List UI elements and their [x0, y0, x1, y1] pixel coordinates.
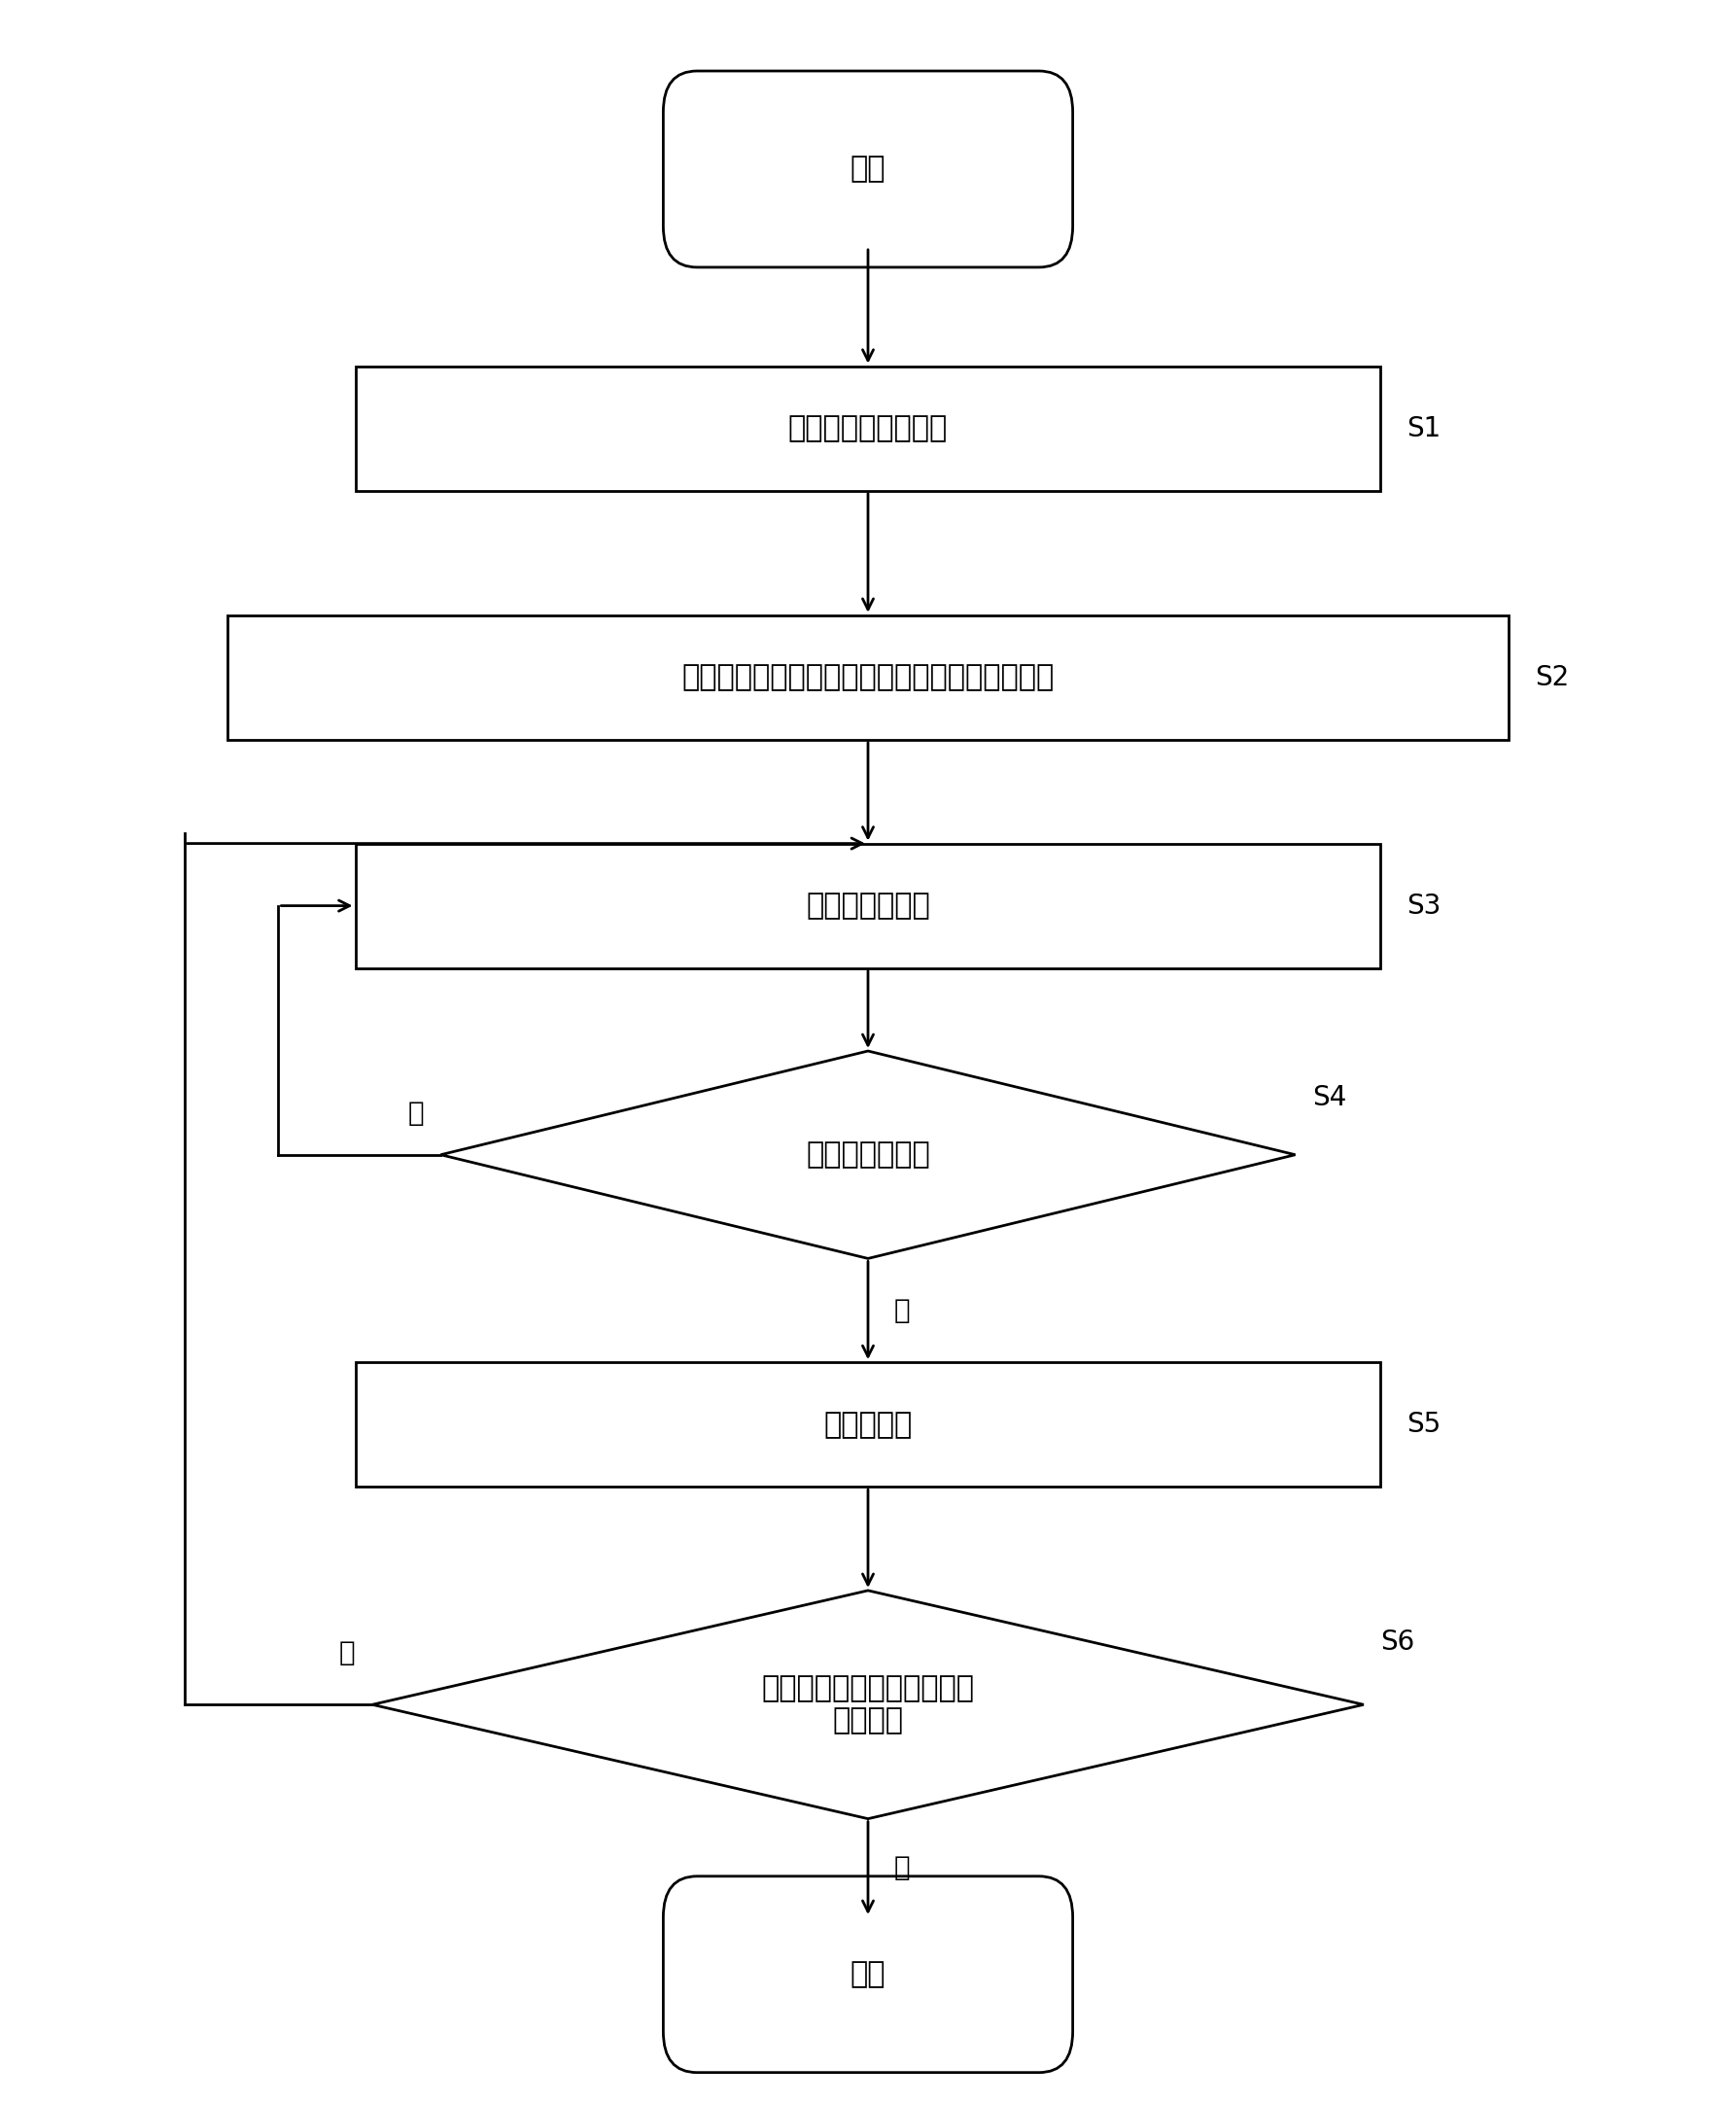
- Text: 获取一组同类孔: 获取一组同类孔: [806, 891, 930, 921]
- Text: S6: S6: [1380, 1629, 1415, 1656]
- FancyBboxPatch shape: [663, 71, 1073, 267]
- Text: 结束: 结束: [851, 1961, 885, 1988]
- Bar: [227, 616, 1509, 740]
- Text: 过滤出图档中所有零件孔，并生成一零件孔集合: 过滤出图档中所有零件孔，并生成一零件孔集合: [682, 664, 1054, 692]
- Text: S1: S1: [1406, 414, 1441, 441]
- Polygon shape: [441, 1051, 1295, 1259]
- Text: 合并同类孔: 合并同类孔: [823, 1410, 913, 1438]
- Text: 否: 否: [408, 1099, 424, 1127]
- Text: S4: S4: [1312, 1085, 1347, 1112]
- Text: 汇入零件对应的图档: 汇入零件对应的图档: [788, 414, 948, 444]
- Text: 是: 是: [339, 1640, 356, 1667]
- Bar: [356, 1362, 1380, 1486]
- Bar: [356, 366, 1380, 490]
- Text: 是否有其他组的同类孔未经
合并处理: 是否有其他组的同类孔未经 合并处理: [762, 1673, 974, 1734]
- FancyBboxPatch shape: [663, 1877, 1073, 2073]
- Polygon shape: [373, 1591, 1363, 1818]
- Text: 同类孔是否相交: 同类孔是否相交: [806, 1141, 930, 1169]
- Text: 是: 是: [894, 1297, 910, 1324]
- Text: S5: S5: [1406, 1410, 1441, 1438]
- Bar: [356, 843, 1380, 969]
- Text: 开始: 开始: [851, 156, 885, 183]
- Text: S3: S3: [1406, 891, 1441, 919]
- Text: S2: S2: [1535, 664, 1569, 692]
- Text: 否: 否: [894, 1854, 910, 1881]
